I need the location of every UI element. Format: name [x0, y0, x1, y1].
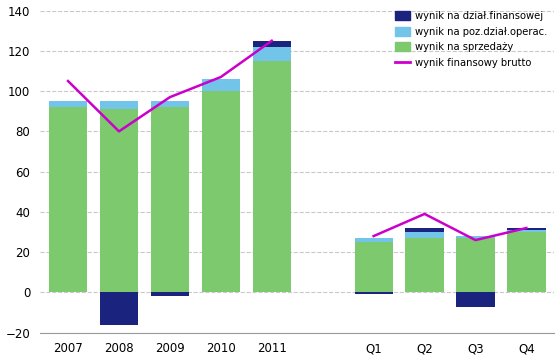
Bar — [253, 61, 291, 292]
Bar — [456, 292, 494, 306]
Bar — [456, 236, 494, 238]
Bar — [354, 238, 393, 242]
Legend: wynik na dział.finansowej, wynik na poz.dział.operac., wynik na sprzedaży, wynik: wynik na dział.finansowej, wynik na poz.… — [393, 9, 549, 70]
Bar — [151, 292, 189, 296]
Bar — [253, 47, 291, 61]
Bar — [151, 101, 189, 107]
Bar — [49, 107, 87, 292]
Bar — [100, 101, 138, 109]
Bar — [405, 232, 444, 238]
Bar — [405, 238, 444, 292]
Bar — [507, 228, 545, 230]
Bar — [151, 107, 189, 292]
Bar — [405, 228, 444, 232]
Bar — [49, 101, 87, 107]
Bar — [354, 292, 393, 295]
Bar — [456, 238, 494, 292]
Bar — [354, 242, 393, 292]
Bar — [100, 292, 138, 325]
Bar — [253, 41, 291, 47]
Bar — [202, 79, 240, 91]
Bar — [202, 91, 240, 292]
Bar — [507, 232, 545, 292]
Bar — [100, 109, 138, 292]
Bar — [507, 230, 545, 232]
